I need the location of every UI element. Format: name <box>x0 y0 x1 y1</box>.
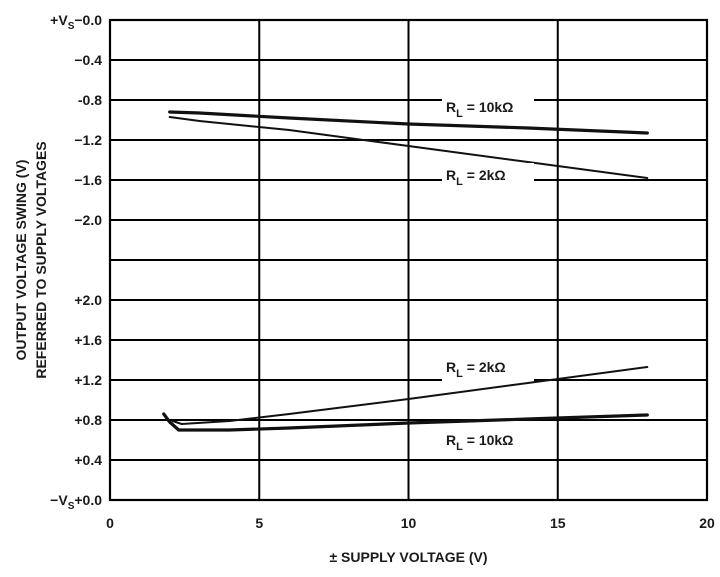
series-line <box>171 366 649 425</box>
labels-layer: 0 5 10 15 20 +VS−0.0 −0.4 -0.8 −1.2 −1.6 −2.0 +2.0 +… <box>50 12 715 531</box>
y-tick-label: +VS−0.0 <box>50 12 102 32</box>
curve-label-bg <box>442 428 534 454</box>
series-line <box>162 412 649 432</box>
curve-label-bg <box>442 355 534 381</box>
x-tick-label: 20 <box>699 515 715 531</box>
y-axis-label: OUTPUT VOLTAGE SWING (V) <box>13 160 29 361</box>
y-tick-label: +0.8 <box>74 412 102 428</box>
grid <box>108 18 709 502</box>
x-tick-label: 15 <box>550 515 566 531</box>
y-tick-label: −1.6 <box>74 172 102 188</box>
y-tick-label: +0.4 <box>74 452 102 468</box>
plot-frame <box>108 18 709 502</box>
series-layer <box>162 110 649 432</box>
y-axis-label-secondary: REFERRED TO SUPPLY VOLTAGES <box>33 141 49 378</box>
y-tick-label: +2.0 <box>74 292 102 308</box>
series-line <box>168 110 649 135</box>
x-tick-label: 0 <box>106 515 114 531</box>
y-tick-label: −VS+0.0 <box>50 492 102 512</box>
y-tick-label: +1.2 <box>74 372 102 388</box>
y-tick-label: −2.0 <box>74 212 102 228</box>
curve-label: RL = 10kΩ <box>446 432 513 453</box>
curve-label-bg <box>442 95 534 121</box>
y-tick-label: −1.2 <box>74 132 102 148</box>
y-tick-label: -0.8 <box>78 92 102 108</box>
series-line <box>168 116 649 179</box>
curve-label-bg <box>442 163 534 189</box>
x-tick-label: 5 <box>255 515 263 531</box>
y-tick-label: +1.6 <box>74 332 102 348</box>
x-axis-label: ± SUPPLY VOLTAGE (V) <box>329 549 487 565</box>
x-tick-label: 10 <box>401 515 417 531</box>
y-tick-label: −0.4 <box>74 52 102 68</box>
curve-label: RL = 10kΩ <box>446 99 513 120</box>
